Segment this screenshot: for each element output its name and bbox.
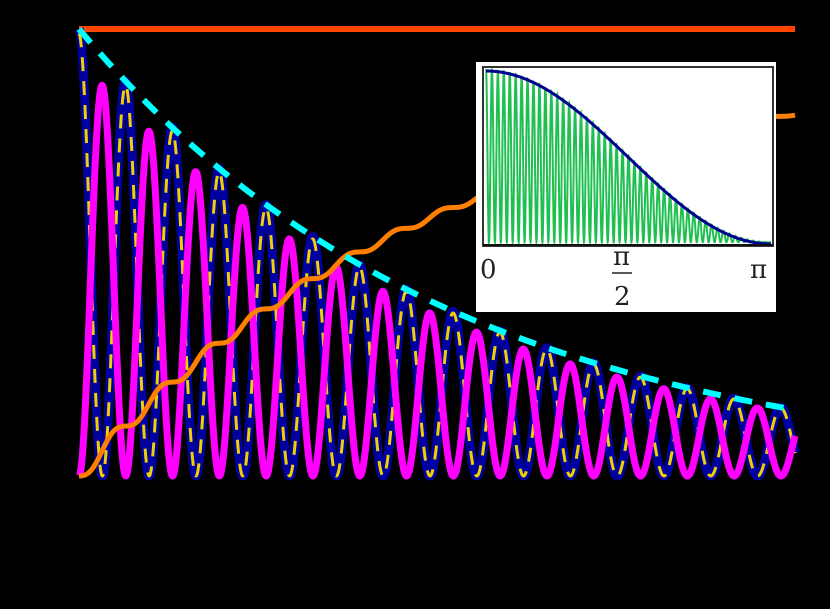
inset-series-envelope	[486, 69, 771, 246]
main-plot	[74, 25, 800, 481]
series-envelope	[76, 26, 798, 413]
inset-tick-half-numerator: π	[613, 242, 630, 272]
inset-plot: 0 π 2 π	[476, 62, 776, 312]
inset-tick-half-denominator: 2	[614, 282, 631, 312]
inset-tick-0: 0	[480, 255, 497, 285]
inset-tick-pi: π	[750, 255, 767, 285]
series-magenta-oscillation	[76, 81, 799, 480]
